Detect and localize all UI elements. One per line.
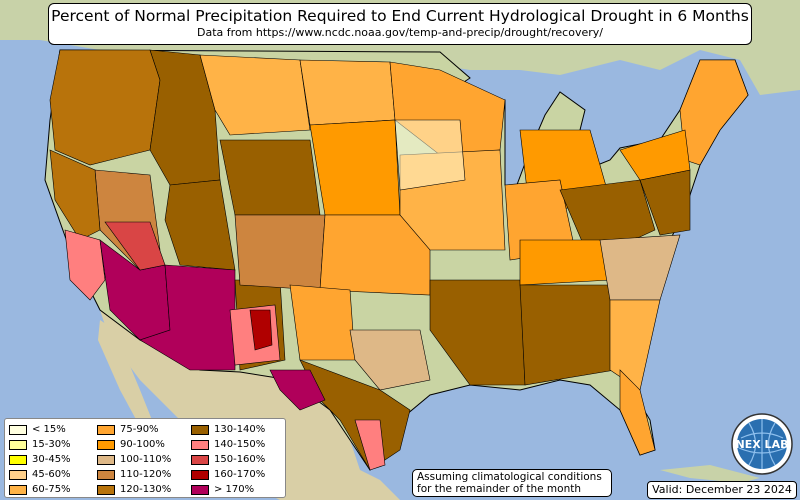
legend-swatch bbox=[97, 484, 115, 495]
legend-swatch bbox=[97, 469, 115, 480]
legend-item: 160-170% bbox=[191, 467, 265, 482]
legend-swatch bbox=[97, 439, 115, 450]
map-subtitle: Data from https://www.ncdc.noaa.gov/temp… bbox=[197, 26, 603, 39]
legend-swatch bbox=[9, 454, 27, 465]
pa-ny bbox=[619, 129, 691, 181]
pnw-region bbox=[49, 49, 161, 166]
legend-label: 150-160% bbox=[214, 454, 266, 465]
baja bbox=[98, 320, 160, 445]
legend-label: 130-140% bbox=[214, 424, 266, 435]
legend-item: < 15% bbox=[9, 422, 71, 437]
legend-label: < 15% bbox=[32, 424, 66, 435]
legend-item: 150-160% bbox=[191, 452, 265, 467]
texas-border bbox=[269, 369, 326, 411]
legend-label: 160-170% bbox=[214, 469, 266, 480]
legend-label: 140-150% bbox=[214, 439, 266, 450]
legend-swatch bbox=[9, 439, 27, 450]
nexlab-logo: NEX LAB bbox=[731, 413, 793, 475]
legend-label: 100-110% bbox=[120, 454, 172, 465]
legend-swatch bbox=[9, 469, 27, 480]
upper-midwest-pale bbox=[394, 119, 466, 191]
legend-swatch bbox=[97, 454, 115, 465]
legend-swatch bbox=[9, 424, 27, 435]
legend-label: > 170% bbox=[214, 484, 255, 495]
utah-east bbox=[164, 179, 236, 271]
montana-east bbox=[199, 54, 311, 136]
map-title: Percent of Normal Precipitation Required… bbox=[51, 7, 749, 25]
legend-label: 60-75% bbox=[32, 484, 71, 495]
legend-item: 110-120% bbox=[97, 467, 171, 482]
nm-hotspot bbox=[249, 309, 273, 351]
legend-label: 110-120% bbox=[120, 469, 172, 480]
legend-item: 140-150% bbox=[191, 437, 265, 452]
legend-item: 60-75% bbox=[9, 482, 71, 497]
legend: < 15% 15-30% 30-45% 45-60% 60-75% 75-90%… bbox=[4, 418, 286, 498]
legend-label: 75-90% bbox=[120, 424, 159, 435]
south-texas-pink bbox=[354, 419, 386, 471]
legend-swatch bbox=[97, 424, 115, 435]
south-dakota-nebraska bbox=[309, 119, 401, 216]
legend-item: 45-60% bbox=[9, 467, 71, 482]
legend-swatch bbox=[191, 439, 209, 450]
legend-item: 15-30% bbox=[9, 437, 71, 452]
assumption-note: Assuming climatological conditions for t… bbox=[412, 469, 612, 497]
lake-michigan bbox=[505, 98, 522, 190]
legend-label: 120-130% bbox=[120, 484, 172, 495]
legend-swatch bbox=[191, 484, 209, 495]
legend-item: 100-110% bbox=[97, 452, 171, 467]
legend-item: > 170% bbox=[191, 482, 265, 497]
florida-south bbox=[619, 369, 656, 456]
arkansas-louisiana bbox=[429, 279, 526, 386]
legend-item: 30-45% bbox=[9, 452, 71, 467]
deep-south bbox=[519, 284, 616, 386]
title-box: Percent of Normal Precipitation Required… bbox=[48, 3, 752, 45]
logo-text: NEX LAB bbox=[736, 438, 789, 451]
west-texas bbox=[289, 284, 356, 361]
colorado bbox=[234, 214, 326, 291]
texas-central bbox=[349, 329, 431, 391]
legend-label: 15-30% bbox=[32, 439, 71, 450]
legend-swatch bbox=[191, 469, 209, 480]
california-north bbox=[49, 149, 101, 241]
wyoming-colorado bbox=[219, 139, 321, 216]
legend-item: 120-130% bbox=[97, 482, 171, 497]
cuba bbox=[660, 465, 760, 483]
legend-item: 75-90% bbox=[97, 422, 171, 437]
north-dakota bbox=[299, 59, 396, 126]
legend-swatch bbox=[191, 424, 209, 435]
california-south bbox=[64, 229, 106, 301]
legend-swatch bbox=[9, 484, 27, 495]
legend-item: 90-100% bbox=[97, 437, 171, 452]
valid-date: Valid: December 23 2024 bbox=[647, 481, 797, 499]
arizona bbox=[139, 264, 236, 371]
legend-label: 90-100% bbox=[120, 439, 165, 450]
legend-label: 45-60% bbox=[32, 469, 71, 480]
legend-label: 30-45% bbox=[32, 454, 71, 465]
kentucky-tennessee bbox=[519, 239, 611, 286]
legend-item: 130-140% bbox=[191, 422, 265, 437]
legend-swatch bbox=[191, 454, 209, 465]
